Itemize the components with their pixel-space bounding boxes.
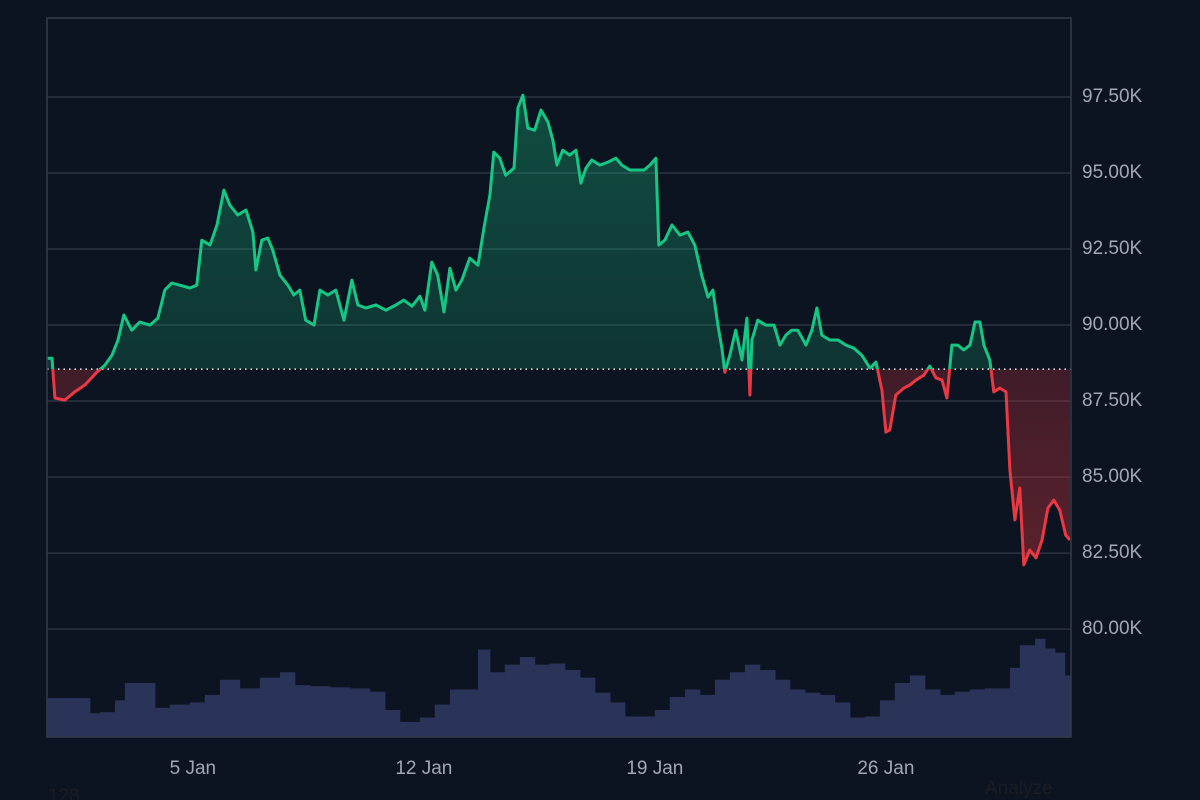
volume-bar [624,716,641,737]
volume-bar [189,702,206,737]
volume-bar [310,686,331,737]
volume-bar [369,691,386,737]
volume-bar [139,683,156,737]
volume-bar [684,689,701,737]
volume-bar [789,689,806,737]
y-tick-label: 80.00K [1082,618,1143,639]
y-tick-label: 82.50K [1082,542,1143,563]
volume-bar [879,700,896,737]
price-line-down [51,369,1071,567]
volume-bar [1035,638,1046,737]
volume-bar [549,663,566,737]
volume-bar [939,694,956,737]
x-tick-label: 5 Jan [170,758,216,779]
volume-bar [654,710,671,737]
volume-bar [204,694,221,737]
volume-bar [384,710,401,737]
volume-bar [970,689,986,737]
volume-bar [219,679,241,737]
volume-bar [464,689,479,737]
volume-bar [640,716,656,737]
y-tick-label: 95.00K [1082,162,1143,183]
volume-bar [819,694,836,737]
y-tick-label: 92.50K [1082,238,1143,259]
volume-bar [594,692,611,737]
footer-left: 128 [48,786,80,800]
volume-bar [699,694,716,737]
volume-bar [519,657,536,737]
volume-bar [1019,645,1036,737]
volume-bar [259,677,281,737]
volume-bar [564,670,581,737]
volume-bar [99,712,116,737]
x-tick-label: 12 Jan [395,758,452,779]
volume-bar [1044,648,1056,737]
volume-bar [534,664,551,737]
volume-bar [1054,652,1066,737]
volume-bar [849,717,866,737]
x-tick-label: 19 Jan [626,758,683,779]
volume-bar [489,672,506,737]
volume-bar [124,683,141,737]
volume-bar [89,713,101,737]
plot-frame [46,17,1072,738]
volume-bar [279,672,296,737]
volume-bar [294,685,311,737]
y-tick-label: 97.50K [1082,86,1143,107]
volume-bar [449,689,466,737]
volume-bar [894,683,911,737]
volume-bar [954,691,971,737]
volume-bar [774,679,791,737]
volume-bar [744,664,761,737]
volume-bar [669,697,686,737]
volume-bar [805,692,821,737]
volume-bar [909,675,926,737]
footer-right[interactable]: Analyze [985,778,1053,799]
volume-bar [579,677,596,737]
volume-bar [729,672,746,737]
volume-bar [47,698,61,737]
price-line-up [47,93,993,370]
volume-bar [984,688,1001,737]
volume-bar [154,707,171,737]
volume-bar [999,688,1011,737]
y-tick-label: 87.50K [1082,390,1143,411]
volume-bar [1064,675,1072,737]
volume-bar [419,717,436,737]
volume-bar [399,721,421,737]
y-tick-label: 85.00K [1082,466,1143,487]
volume-bar [329,687,351,737]
area-up [47,95,991,370]
volume-bar [59,698,76,737]
volume-bar [714,679,731,737]
volume-bar [169,704,191,737]
volume-bar [609,702,626,737]
volume-bar [759,670,776,737]
volume-bar [864,716,881,737]
x-tick-label: 26 Jan [857,758,914,779]
volume-bar [74,698,91,737]
y-tick-label: 90.00K [1082,314,1143,335]
volume-bar [434,704,451,737]
volume-bar [477,649,491,737]
volume-bar [834,702,851,737]
volume-bar [924,689,941,737]
volume-bar [349,688,371,737]
volume-bar [114,700,126,737]
volume-bar [1009,667,1021,737]
volume-bar [504,664,521,737]
volume-bar [239,688,261,737]
